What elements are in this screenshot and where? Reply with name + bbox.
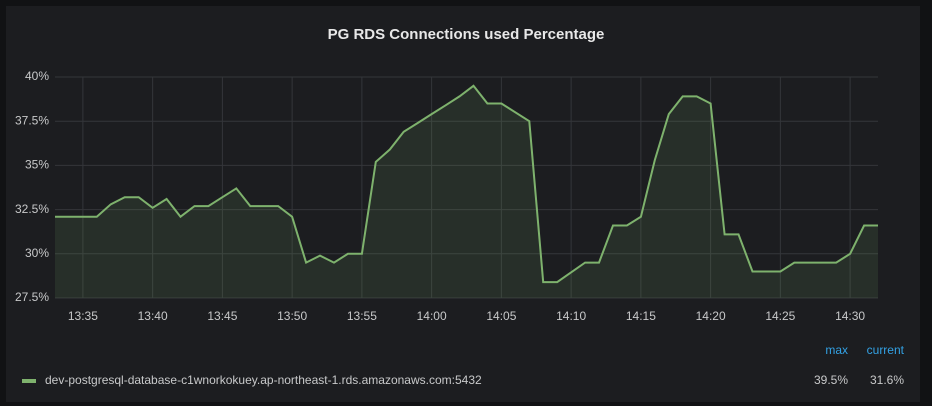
- area: [55, 85, 878, 298]
- x-tick-label: 13:45: [207, 309, 237, 323]
- y-tick-label: 32.5%: [15, 202, 49, 216]
- x-tick-label: 14:00: [417, 309, 447, 323]
- x-tick-label: 13:40: [138, 309, 168, 323]
- x-tick-label: 13:50: [277, 309, 307, 323]
- legend-column: current: [867, 343, 905, 357]
- x-tick-label: 14:15: [626, 309, 656, 323]
- y-tick-label: 37.5%: [15, 113, 49, 127]
- legend-stat: 39.5%: [814, 373, 848, 387]
- x-tick-label: 14:30: [835, 309, 865, 323]
- chart-title: PG RDS Connections used Percentage: [328, 26, 605, 43]
- legend-column: max: [825, 343, 848, 357]
- y-tick-label: 35%: [25, 158, 49, 172]
- y-tick-label: 40%: [25, 69, 49, 83]
- line: [55, 84, 878, 284]
- legend-swatch: [22, 379, 36, 383]
- y-tick-label: 30%: [25, 246, 49, 260]
- x-tick-label: 13:35: [68, 309, 98, 323]
- x-tick-label: 14:25: [765, 309, 795, 323]
- x-tick-label: 13:55: [347, 309, 377, 323]
- y-tick-label: 27.5%: [15, 290, 49, 304]
- x-tick-label: 14:20: [696, 309, 726, 323]
- x-tick-label: 14:10: [556, 309, 586, 323]
- legend-stat: 31.6%: [870, 373, 904, 387]
- x-tick-label: 14:05: [486, 309, 516, 323]
- legend-label: dev-postgresql-database-c1wnorkokuey.ap-…: [45, 373, 482, 387]
